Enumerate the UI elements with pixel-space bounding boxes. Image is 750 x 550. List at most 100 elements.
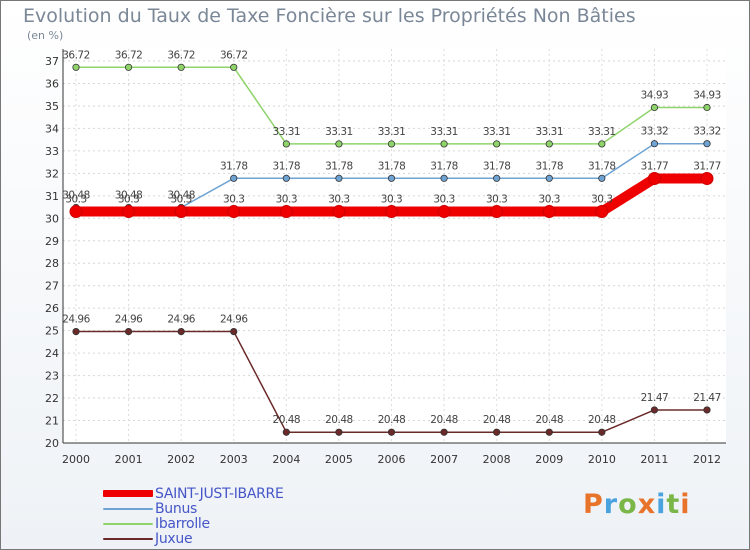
legend-swatch (103, 490, 153, 497)
data-point (545, 140, 553, 148)
data-label: 33.31 (378, 126, 406, 138)
data-point (437, 205, 451, 219)
data-label: 31.77 (693, 161, 721, 173)
data-point (385, 205, 398, 219)
x-tick-label: 2002 (167, 453, 195, 466)
data-point (598, 428, 606, 436)
data-point (703, 140, 711, 148)
y-tick-label: 31 (45, 190, 59, 203)
data-label: 20.48 (378, 414, 406, 426)
data-point (72, 63, 80, 71)
data-label: 33.31 (273, 126, 301, 138)
data-label: 30.3 (381, 194, 402, 206)
data-point (387, 428, 396, 436)
data-point (490, 205, 504, 219)
y-tick-label: 21 (45, 415, 59, 428)
data-point (122, 205, 136, 219)
y-tick-label: 29 (45, 235, 59, 248)
legend-label: Ibarrolle (155, 516, 210, 532)
data-point (335, 140, 343, 148)
data-label: 30.3 (328, 194, 349, 206)
data-label: 36.72 (115, 49, 143, 61)
data-point (230, 174, 238, 182)
y-tick-label: 28 (45, 257, 59, 270)
data-label: 24.96 (220, 314, 248, 326)
data-label: 33.32 (693, 126, 721, 138)
logo-letter: r (603, 489, 619, 520)
data-point (598, 174, 606, 182)
x-tick-label: 2007 (430, 453, 458, 466)
x-tick-label: 2003 (220, 453, 248, 466)
logo-letter: x (637, 489, 657, 520)
data-point (332, 205, 346, 219)
data-label: 21.47 (693, 392, 721, 404)
data-point (124, 63, 133, 71)
data-label: 31.78 (535, 160, 563, 172)
data-point (545, 174, 553, 182)
data-label: 20.48 (273, 414, 301, 426)
data-point (440, 140, 448, 148)
x-tick-label: 2011 (640, 453, 668, 466)
data-point (440, 174, 448, 182)
data-label: 20.48 (483, 414, 511, 426)
data-point (493, 174, 501, 182)
x-tick-label: 2010 (588, 453, 616, 466)
y-tick-label: 36 (45, 77, 59, 90)
data-label: 30.48 (115, 190, 143, 202)
data-label: 31.78 (273, 160, 301, 172)
data-label: 36.72 (220, 49, 248, 61)
data-point (230, 63, 238, 71)
data-point (335, 428, 343, 436)
chart-title: Evolution du Taux de Taxe Foncière sur l… (23, 5, 636, 27)
x-tick-label: 2008 (483, 453, 511, 466)
legend-swatch (103, 508, 153, 510)
data-point (650, 406, 659, 414)
data-point (282, 428, 290, 436)
unit-label: (en %) (27, 29, 64, 42)
y-tick-label: 22 (45, 392, 59, 405)
data-point (230, 327, 238, 336)
y-tick-label: 30 (45, 212, 59, 225)
data-label: 33.31 (430, 126, 458, 138)
legend-swatch (103, 538, 153, 540)
logo-letter: i (680, 489, 691, 520)
y-tick-label: 20 (45, 437, 59, 450)
x-tick-label: 2009 (535, 453, 563, 466)
x-tick-label: 2006 (378, 453, 406, 466)
data-point (174, 205, 188, 219)
data-point (177, 63, 185, 71)
data-point (387, 140, 396, 148)
data-label: 20.48 (430, 414, 458, 426)
data-label: 33.31 (483, 126, 511, 138)
data-point (493, 140, 501, 148)
data-point (545, 428, 553, 436)
data-label: 33.31 (535, 126, 563, 138)
data-point (542, 205, 556, 219)
data-point (493, 428, 501, 436)
data-label: 34.93 (693, 90, 721, 102)
data-label: 20.48 (325, 414, 353, 426)
data-point (124, 327, 133, 336)
logo-letter: o (618, 489, 638, 520)
legend-label: SAINT-JUST-IBARRE (155, 486, 284, 502)
y-tick-label: 32 (45, 167, 59, 180)
data-point (650, 103, 659, 112)
x-tick-label: 2012 (693, 453, 721, 466)
data-label: 24.96 (167, 314, 195, 326)
data-point (282, 140, 290, 148)
data-label: 30.3 (118, 194, 139, 206)
y-tick-label: 24 (45, 347, 59, 360)
data-label: 31.78 (220, 160, 248, 172)
data-label: 31.78 (483, 160, 511, 172)
data-label: 31.78 (325, 160, 353, 172)
data-label: 30.3 (170, 194, 191, 206)
data-label: 33.31 (588, 126, 616, 138)
data-point (598, 140, 606, 148)
data-label: 31.78 (588, 160, 616, 172)
y-tick-label: 35 (45, 100, 59, 113)
data-label: 30.3 (433, 194, 454, 206)
y-tick-label: 26 (45, 302, 59, 315)
data-label: 24.96 (62, 314, 90, 326)
data-point (703, 103, 711, 112)
